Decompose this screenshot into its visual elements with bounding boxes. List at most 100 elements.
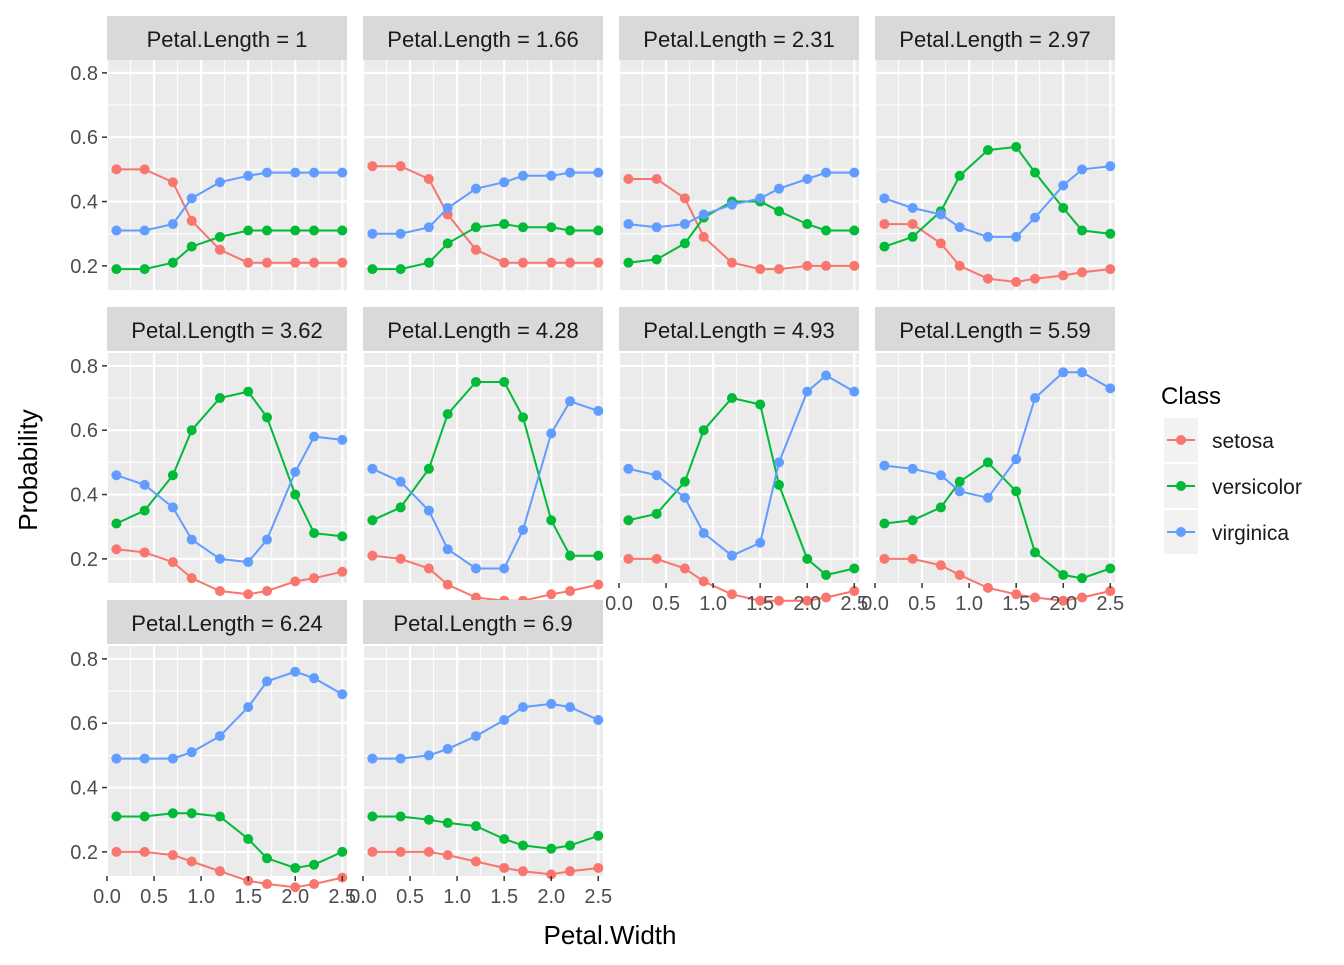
data-point-versicolor: [565, 225, 576, 236]
data-point-versicolor: [879, 241, 890, 252]
data-point-setosa: [1011, 276, 1022, 287]
y-axis-title: Probability: [13, 409, 43, 530]
data-point-setosa: [802, 260, 813, 271]
y-tick-label: 0.6: [70, 420, 98, 442]
data-point-versicolor: [367, 811, 378, 822]
x-tick-label: 2.5: [1096, 593, 1124, 615]
y-tick-label: 0.8: [70, 649, 98, 671]
data-point-setosa: [262, 586, 272, 597]
data-point-versicolor: [802, 219, 813, 230]
data-point-versicolor: [623, 257, 634, 268]
data-point-setosa: [167, 177, 178, 188]
y-tick-label: 0.2: [70, 842, 98, 864]
data-point-virginica: [679, 492, 690, 503]
data-point-setosa: [309, 257, 320, 268]
data-point-versicolor: [186, 241, 197, 252]
series-line-virginica: [372, 702, 599, 760]
data-point-versicolor: [442, 409, 453, 420]
data-point-virginica: [186, 193, 197, 204]
data-point-setosa: [1030, 273, 1040, 284]
data-point-virginica: [290, 666, 301, 677]
data-point-versicolor: [821, 225, 832, 236]
data-point-virginica: [802, 174, 813, 185]
data-point-setosa: [290, 882, 301, 893]
y-tick-label: 0.4: [70, 778, 98, 800]
series-line-virginica: [116, 171, 343, 232]
data-point-virginica: [111, 225, 122, 236]
y-tick-label: 0.4: [70, 192, 98, 214]
data-point-virginica: [546, 170, 557, 181]
data-point-virginica: [309, 167, 320, 178]
data-point-virginica: [214, 731, 225, 742]
data-point-virginica: [593, 167, 604, 178]
panel-strip-label: Petal.Length = 3.62: [131, 318, 322, 343]
panel-strip: [875, 307, 1115, 351]
data-point-setosa: [679, 563, 690, 574]
data-point-virginica: [309, 673, 320, 684]
data-point-virginica: [698, 209, 709, 220]
legend: Class setosa versicolor virginica: [1161, 383, 1302, 554]
legend-title: Class: [1161, 383, 1221, 410]
data-point-versicolor: [679, 476, 690, 487]
data-point-versicolor: [423, 257, 434, 268]
y-tick-label: 0.6: [70, 127, 98, 149]
data-point-virginica: [546, 428, 557, 439]
data-point-virginica: [186, 534, 197, 545]
series-line-virginica: [884, 371, 1111, 499]
panel-strip-label: Petal.Length = 6.24: [131, 611, 322, 636]
panel-9: Petal.Length = 6.24: [105, 600, 348, 893]
panel-10: Petal.Length = 6.9: [361, 600, 604, 880]
x-tick-label: 2.0: [793, 593, 821, 615]
data-point-setosa: [565, 257, 576, 268]
panel-strip: [107, 600, 347, 644]
data-point-setosa: [290, 576, 301, 587]
data-point-versicolor: [518, 412, 528, 423]
data-point-virginica: [698, 528, 709, 539]
data-point-setosa: [755, 264, 766, 275]
data-point-virginica: [262, 167, 272, 178]
data-point-virginica: [1105, 161, 1116, 172]
data-point-virginica: [1058, 180, 1069, 191]
data-point-versicolor: [139, 505, 150, 516]
x-tick-label: 2.0: [537, 886, 565, 908]
data-point-virginica: [565, 396, 576, 407]
data-point-virginica: [623, 463, 634, 474]
panel-strip: [875, 16, 1115, 60]
data-point-virginica: [243, 170, 254, 181]
data-point-virginica: [395, 476, 406, 487]
data-point-versicolor: [1105, 228, 1116, 239]
data-point-setosa: [849, 260, 860, 271]
data-point-virginica: [337, 434, 348, 445]
data-point-virginica: [309, 431, 320, 442]
data-point-versicolor: [367, 264, 378, 275]
x-tick-label: 1.0: [699, 593, 727, 615]
data-point-virginica: [907, 463, 918, 474]
panel-5: Petal.Length = 3.62: [105, 307, 348, 600]
data-point-setosa: [395, 846, 406, 857]
data-point-virginica: [499, 714, 510, 725]
data-point-versicolor: [139, 811, 150, 822]
data-point-setosa: [470, 244, 481, 255]
data-point-versicolor: [1105, 563, 1116, 574]
panel-strip-label: Petal.Length = 5.59: [899, 318, 1090, 343]
y-tick-label: 0.2: [70, 549, 98, 571]
data-point-virginica: [802, 386, 813, 397]
x-tick-label: 0.0: [93, 886, 121, 908]
data-point-versicolor: [935, 502, 946, 513]
data-point-virginica: [726, 199, 737, 210]
series-line-virginica: [628, 374, 855, 557]
x-tick-label: 0.5: [908, 593, 936, 615]
data-point-versicolor: [499, 219, 510, 230]
data-point-virginica: [679, 219, 690, 230]
data-point-setosa: [1077, 267, 1088, 278]
data-point-setosa: [1011, 589, 1022, 600]
data-point-virginica: [167, 753, 178, 764]
data-point-virginica: [982, 231, 993, 242]
data-point-versicolor: [651, 508, 662, 519]
data-point-versicolor: [1058, 202, 1069, 213]
data-point-virginica: [1077, 367, 1088, 378]
series-line-setosa: [628, 178, 855, 271]
data-point-setosa: [726, 257, 737, 268]
series-line-setosa: [372, 554, 599, 602]
legend-label: setosa: [1212, 430, 1274, 453]
